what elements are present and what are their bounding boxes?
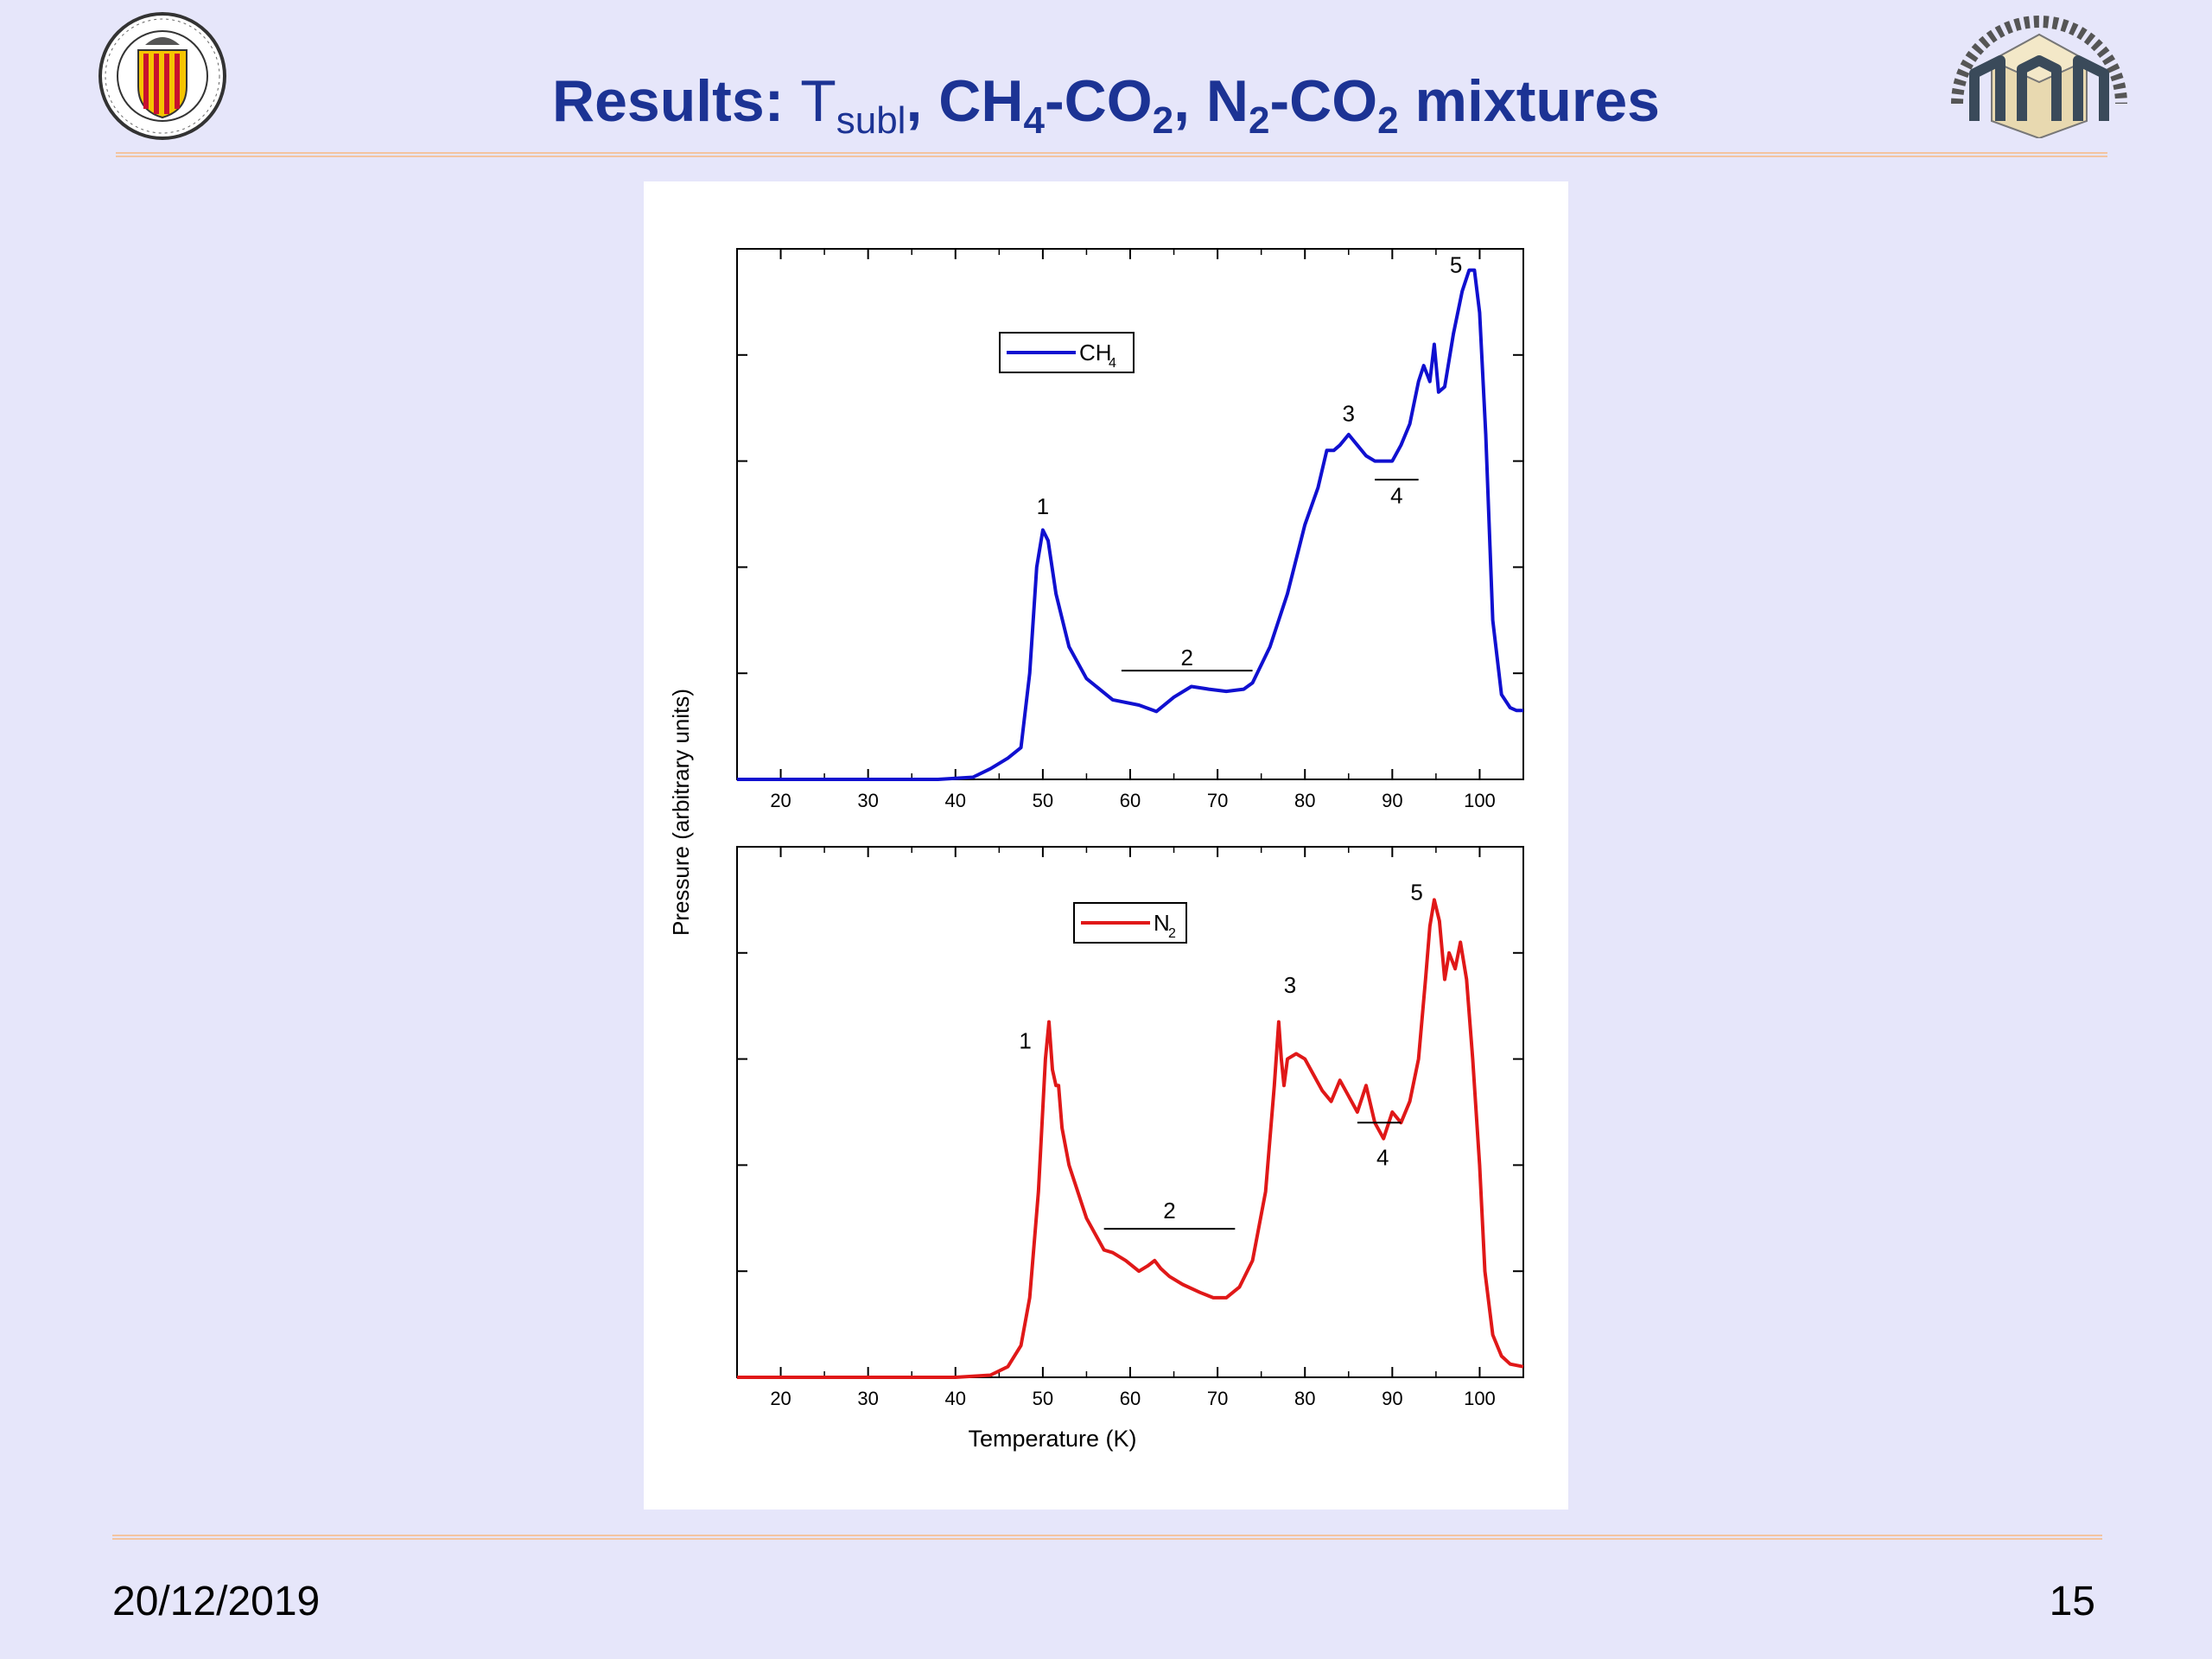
top-legend-label-sub: 4 (1109, 356, 1116, 371)
bottom-series-line (737, 898, 1524, 1379)
page-number: 15 (2049, 1579, 2095, 1624)
title-sep: , (906, 68, 939, 134)
top-xtick-label: 40 (945, 790, 966, 811)
top-divider (116, 152, 2107, 157)
title-ch-sub: 4 (1023, 99, 1045, 142)
top-xtick-label: 60 (1120, 790, 1141, 811)
bottom-xtick-label: 90 (1382, 1388, 1402, 1409)
top-peak-label: 2 (1180, 645, 1192, 671)
university-seal-logo (99, 12, 226, 140)
title-co: -CO (1269, 68, 1378, 134)
bottom-xtick-label: 80 (1294, 1388, 1315, 1409)
bottom-peak-label: 1 (1019, 1027, 1031, 1053)
slide-title: Results: Tsubl, CH4-CO2, N2-CO2 mixtures (0, 67, 2212, 143)
title-prefix: Results: (552, 68, 801, 134)
top-xtick-label: 70 (1207, 790, 1228, 811)
bottom-xtick-label: 20 (770, 1388, 791, 1409)
title-n: N (1205, 68, 1249, 134)
top-peak-label: 3 (1343, 401, 1355, 427)
top-peak-label: 1 (1037, 493, 1049, 519)
x-axis-label: Temperature (K) (968, 1426, 1136, 1452)
top-plot-frame (736, 248, 1524, 780)
bottom-xtick-label: 50 (1033, 1388, 1053, 1409)
title-t: T (800, 68, 836, 134)
bottom-divider (112, 1535, 2102, 1540)
bottom-peak-label: 3 (1284, 972, 1296, 998)
bottom-legend-label: N (1154, 910, 1170, 936)
top-peak-label: 4 (1390, 483, 1402, 509)
title-co-sub: 2 (1377, 99, 1399, 142)
title-t-sub: subl (836, 99, 906, 142)
title-n-sub: 2 (1249, 99, 1270, 142)
bottom-xtick-label: 30 (857, 1388, 878, 1409)
bottom-xtick-label: 40 (945, 1388, 966, 1409)
footer-date: 20/12/2019 (112, 1579, 321, 1624)
top-series-line (737, 268, 1523, 781)
top-xtick-label: 80 (1294, 790, 1315, 811)
top-xtick-label: 30 (857, 790, 878, 811)
school-logo (1951, 16, 2127, 138)
bottom-xtick-label: 70 (1207, 1388, 1228, 1409)
title-sep: , (1173, 68, 1206, 134)
title-co: -CO (1044, 68, 1153, 134)
top-xtick-label: 50 (1033, 790, 1053, 811)
bottom-peak-label: 2 (1163, 1198, 1175, 1224)
bottom-xtick-label: 100 (1464, 1388, 1496, 1409)
bottom-xtick-label: 60 (1120, 1388, 1141, 1409)
title-ch: CH (938, 68, 1024, 134)
top-xtick-label: 20 (770, 790, 791, 811)
bottom-peak-label: 5 (1410, 879, 1422, 905)
bottom-legend-label-sub: 2 (1168, 926, 1176, 941)
top-peak-label: 5 (1450, 252, 1462, 278)
figure-panel: 20 30 40 50 60 70 80 90 100 CH 4 1 2 3 4 5 Pressure (arb… (644, 181, 1568, 1510)
top-xtick-label: 100 (1464, 790, 1496, 811)
bottom-peak-label: 4 (1376, 1144, 1389, 1170)
y-axis-label: Pressure (arbitrary units) (668, 689, 694, 936)
title-co-sub: 2 (1152, 99, 1174, 142)
title-suffix: mixtures (1398, 68, 1660, 134)
top-legend-label: CH (1079, 340, 1112, 365)
top-xtick-label: 90 (1382, 790, 1402, 811)
